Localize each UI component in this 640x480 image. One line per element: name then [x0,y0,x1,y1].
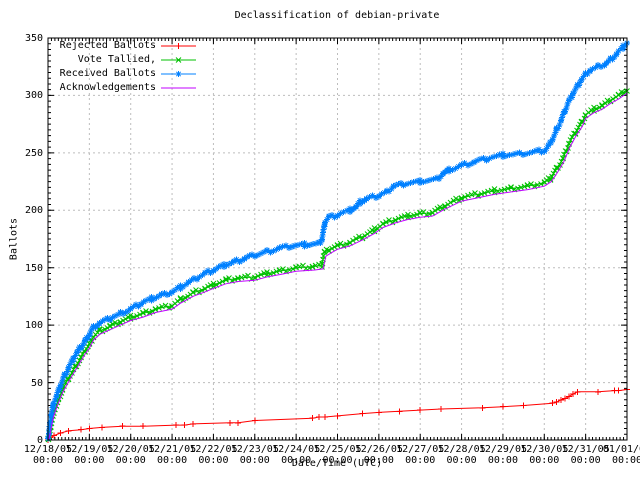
x-tick-label: 12/30/05 00:00 [520,444,569,466]
y-tick-label: 250 [24,147,43,159]
y-tick-label: 150 [24,262,43,274]
y-tick-label: 300 [24,90,43,102]
x-tick-label: 12/26/05 00:00 [354,444,403,466]
x-tick-label: 12/20/05 00:00 [106,444,155,466]
x-tick-label: 12/22/05 00:00 [189,444,238,466]
x-tick-label: 12/23/05 00:00 [230,444,279,466]
x-tick-label: 01/01/06 00:00 [602,444,640,466]
x-tick-label: 12/31/05 00:00 [561,444,610,466]
x-tick-label: 12/25/05 00:00 [313,444,362,466]
x-axis-label: Date/Time (UTC) [291,458,383,469]
x-tick-label: 12/27/05 00:00 [396,444,445,466]
legend-label-received-ballots: Received Ballots [59,68,156,79]
x-tick-label: 12/29/05 00:00 [478,444,527,466]
y-tick-label: 200 [24,205,43,217]
chart-title: Declassification of debian-private [234,10,440,21]
y-axis-label: Ballots [8,217,20,261]
x-tick-label: 12/18/05 00:00 [23,444,73,466]
x-tick-label: 12/28/05 00:00 [437,444,486,466]
legend-label-acknowledgements: Acknowledgements [59,82,156,93]
y-tick-label: 350 [24,33,43,44]
y-tick-label: 50 [30,377,43,389]
legend-label-vote-tallied: Vote Tallied, [77,54,156,65]
x-tick-label: 12/19/05 00:00 [65,444,114,466]
x-tick-label: 12/24/05 00:00 [272,444,321,466]
y-tick-label: 0 [36,435,43,446]
x-tick-label: 12/21/05 00:00 [147,444,197,466]
legend-label-rejected-ballots: Rejected Ballots [59,40,156,51]
y-tick-label: 100 [24,320,43,332]
